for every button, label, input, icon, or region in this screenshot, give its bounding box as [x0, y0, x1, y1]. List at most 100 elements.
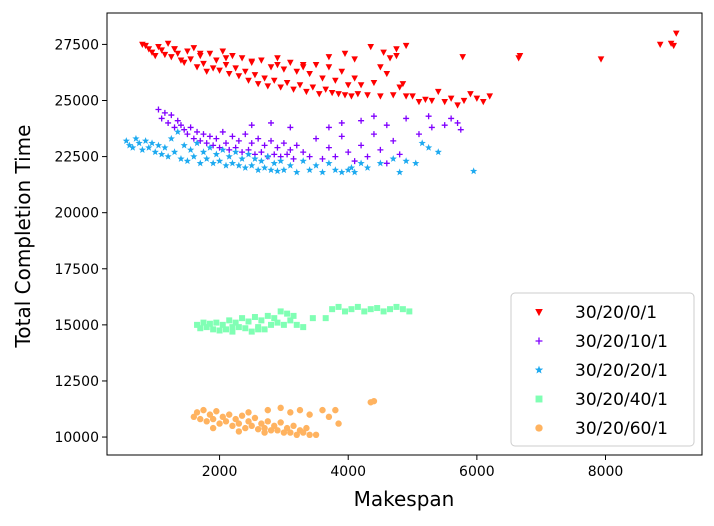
- data-point: [206, 320, 213, 327]
- data-point: [309, 315, 316, 322]
- data-point: [358, 117, 365, 124]
- data-point: [229, 133, 236, 140]
- data-point: [348, 306, 355, 313]
- legend-item: 30/20/40/1: [535, 390, 668, 410]
- data-point: [296, 82, 304, 89]
- data-point: [467, 91, 474, 98]
- data-point: [286, 161, 294, 169]
- data-point: [215, 157, 224, 165]
- data-point: [238, 55, 246, 62]
- legend-label: 30/20/60/1: [575, 419, 668, 439]
- data-point: [280, 429, 288, 436]
- data-point: [516, 53, 524, 60]
- data-point: [306, 411, 313, 418]
- data-point: [268, 321, 275, 328]
- data-point: [306, 431, 313, 439]
- data-point: [261, 424, 268, 432]
- data-point: [367, 44, 375, 51]
- data-point: [190, 45, 198, 52]
- data-point: [245, 77, 252, 84]
- data-point: [248, 328, 255, 335]
- data-point: [251, 314, 258, 321]
- data-point: [200, 131, 207, 138]
- data-point: [209, 424, 217, 432]
- data-point: [271, 315, 278, 322]
- data-point: [196, 50, 204, 57]
- data-point: [193, 139, 201, 147]
- data-point: [377, 64, 384, 71]
- legend-marker: [535, 395, 543, 403]
- data-point: [325, 54, 333, 61]
- data-point: [374, 305, 381, 312]
- y-tick-label: 20000: [54, 206, 99, 222]
- data-point: [274, 62, 281, 69]
- data-point: [209, 65, 217, 72]
- data-point: [187, 124, 194, 131]
- data-point: [267, 166, 275, 174]
- data-point: [177, 122, 184, 129]
- data-point: [293, 68, 301, 75]
- data-point: [329, 306, 336, 313]
- data-point: [190, 135, 197, 142]
- data-point: [341, 92, 349, 99]
- data-point: [251, 72, 259, 79]
- data-point: [232, 148, 240, 156]
- data-point: [290, 422, 297, 430]
- data-point: [258, 420, 265, 427]
- data-point: [332, 77, 339, 84]
- data-point: [203, 140, 210, 147]
- data-point: [287, 409, 294, 416]
- data-point: [287, 146, 294, 153]
- data-point: [422, 96, 429, 103]
- legend-item: 30/20/60/1: [535, 419, 668, 439]
- data-point: [290, 86, 297, 93]
- data-point: [402, 42, 410, 50]
- data-point: [268, 137, 275, 144]
- data-point: [167, 134, 175, 142]
- data-point: [338, 68, 346, 75]
- data-point: [315, 91, 323, 98]
- data-point: [290, 312, 297, 319]
- data-point: [197, 325, 204, 332]
- data-point: [225, 152, 233, 160]
- data-point: [264, 406, 272, 414]
- data-point: [306, 166, 314, 174]
- data-point: [235, 420, 243, 427]
- data-point: [274, 427, 281, 434]
- data-point: [267, 64, 275, 71]
- data-point: [161, 109, 168, 116]
- data-point: [264, 152, 272, 160]
- y-axis-ticks: 10000 12500 15000 17500 20000 22500 25000 27500: [54, 37, 107, 446]
- data-point: [129, 143, 137, 151]
- data-point: [177, 57, 185, 64]
- data-point: [158, 150, 166, 158]
- data-point: [194, 128, 201, 135]
- data-point: [351, 75, 358, 82]
- data-point: [254, 166, 262, 174]
- plot-marks: [122, 30, 680, 439]
- data-point: [171, 124, 178, 131]
- data-point: [377, 146, 384, 153]
- data-point: [341, 50, 349, 57]
- data-point: [190, 152, 198, 160]
- data-point: [242, 325, 249, 332]
- y-tick-label: 12500: [54, 374, 99, 390]
- data-point: [354, 303, 361, 310]
- data-point: [235, 324, 242, 331]
- data-point: [199, 148, 208, 156]
- y-tick-label: 10000: [54, 430, 99, 446]
- series-5: [190, 397, 378, 439]
- y-axis-title: Total Completion Time: [11, 125, 35, 349]
- data-point: [161, 143, 169, 151]
- x-axis-ticks: 2000 4000 6000 8000: [202, 455, 624, 480]
- data-point: [361, 308, 368, 315]
- data-point: [332, 406, 339, 414]
- data-point: [255, 135, 262, 142]
- data-point: [377, 93, 384, 100]
- data-point: [428, 97, 436, 105]
- data-point: [264, 418, 272, 425]
- data-point: [164, 152, 172, 160]
- x-tick-label: 8000: [588, 464, 624, 480]
- data-point: [168, 54, 175, 61]
